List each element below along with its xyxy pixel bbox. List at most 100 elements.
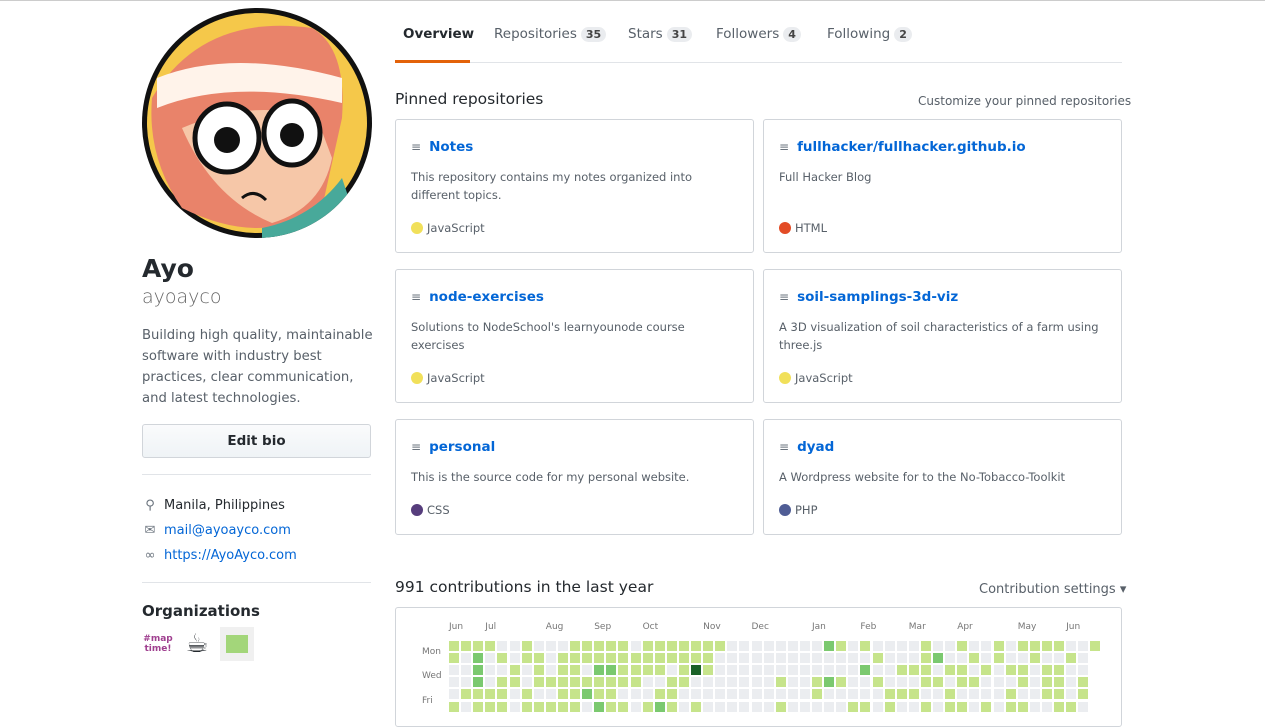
contribution-day[interactable] bbox=[582, 689, 593, 700]
contribution-day[interactable] bbox=[703, 653, 714, 664]
contribution-day[interactable] bbox=[1005, 689, 1016, 700]
contribution-day[interactable] bbox=[715, 641, 726, 651]
contribution-day[interactable] bbox=[1017, 677, 1028, 688]
contribution-day[interactable] bbox=[860, 641, 871, 651]
contribution-day[interactable] bbox=[908, 689, 919, 700]
contribution-day[interactable] bbox=[981, 641, 992, 651]
contribution-day[interactable] bbox=[751, 665, 762, 676]
contribution-day[interactable] bbox=[836, 689, 847, 700]
contribution-day[interactable] bbox=[860, 701, 871, 712]
tab-stars[interactable]: Stars 31 bbox=[628, 26, 693, 42]
contribution-day[interactable] bbox=[957, 677, 968, 688]
contribution-day[interactable] bbox=[1029, 641, 1040, 651]
contribution-day[interactable] bbox=[497, 701, 508, 712]
contribution-day[interactable] bbox=[933, 665, 943, 676]
contribution-day[interactable] bbox=[557, 677, 568, 688]
contribution-day[interactable] bbox=[884, 677, 895, 688]
contribution-day[interactable] bbox=[473, 701, 484, 712]
contribution-day[interactable] bbox=[570, 665, 580, 676]
contribution-day[interactable] bbox=[896, 701, 907, 712]
contribution-day[interactable] bbox=[824, 677, 835, 688]
contribution-day[interactable] bbox=[981, 677, 992, 688]
contribution-day[interactable] bbox=[1005, 701, 1016, 712]
contribution-day[interactable] bbox=[630, 665, 641, 676]
contribution-day[interactable] bbox=[570, 689, 580, 700]
contribution-day[interactable] bbox=[678, 641, 689, 651]
contribution-day[interactable] bbox=[872, 653, 883, 664]
contribution-day[interactable] bbox=[933, 641, 943, 651]
contribution-day[interactable] bbox=[594, 701, 605, 712]
contribution-day[interactable] bbox=[824, 653, 835, 664]
repo-name-link[interactable]: personal bbox=[429, 439, 496, 455]
contribution-day[interactable] bbox=[630, 689, 641, 700]
email-link[interactable]: mail@ayoayco.com bbox=[164, 523, 291, 538]
contribution-day[interactable] bbox=[1054, 653, 1064, 664]
contribution-day[interactable] bbox=[860, 665, 871, 676]
repo-name-link[interactable]: Notes bbox=[429, 139, 474, 155]
contribution-day[interactable] bbox=[872, 641, 883, 651]
contribution-day[interactable] bbox=[509, 701, 520, 712]
contribution-day[interactable] bbox=[570, 677, 580, 688]
contribution-day[interactable] bbox=[739, 701, 750, 712]
contribution-day[interactable] bbox=[848, 641, 859, 651]
contribution-day[interactable] bbox=[509, 665, 520, 676]
contribution-day[interactable] bbox=[485, 665, 496, 676]
contribution-day[interactable] bbox=[461, 641, 472, 651]
contribution-day[interactable] bbox=[521, 653, 532, 664]
contribution-day[interactable] bbox=[1029, 677, 1040, 688]
contribution-day[interactable] bbox=[521, 689, 532, 700]
contribution-day[interactable] bbox=[775, 641, 786, 651]
contribution-day[interactable] bbox=[957, 653, 968, 664]
contribution-day[interactable] bbox=[1054, 701, 1064, 712]
contribution-day[interactable] bbox=[812, 677, 822, 688]
contribution-day[interactable] bbox=[666, 665, 677, 676]
contribution-day[interactable] bbox=[618, 665, 629, 676]
contribution-day[interactable] bbox=[763, 665, 774, 676]
contribution-day[interactable] bbox=[582, 653, 593, 664]
contribution-day[interactable] bbox=[969, 665, 980, 676]
contribution-day[interactable] bbox=[787, 677, 798, 688]
contribution-day[interactable] bbox=[678, 689, 689, 700]
contribution-day[interactable] bbox=[969, 701, 980, 712]
contribution-day[interactable] bbox=[945, 701, 956, 712]
contribution-day[interactable] bbox=[848, 701, 859, 712]
contribution-day[interactable] bbox=[582, 641, 593, 651]
contribution-day[interactable] bbox=[497, 677, 508, 688]
contribution-day[interactable] bbox=[920, 677, 931, 688]
contribution-day[interactable] bbox=[751, 653, 762, 664]
contribution-day[interactable] bbox=[1041, 689, 1052, 700]
contribution-day[interactable] bbox=[739, 665, 750, 676]
contribution-day[interactable] bbox=[703, 689, 714, 700]
contribution-day[interactable] bbox=[957, 641, 968, 651]
tab-overview[interactable]: Overview bbox=[403, 26, 474, 42]
contribution-day[interactable] bbox=[606, 665, 617, 676]
contribution-day[interactable] bbox=[473, 677, 484, 688]
contribution-day[interactable] bbox=[461, 701, 472, 712]
contribution-day[interactable] bbox=[1078, 701, 1089, 712]
contribution-day[interactable] bbox=[751, 641, 762, 651]
contribution-day[interactable] bbox=[521, 641, 532, 651]
contribution-day[interactable] bbox=[642, 689, 653, 700]
contribution-day[interactable] bbox=[727, 641, 738, 651]
contribution-day[interactable] bbox=[606, 701, 617, 712]
contribution-day[interactable] bbox=[727, 653, 738, 664]
contribution-day[interactable] bbox=[727, 689, 738, 700]
contribution-day[interactable] bbox=[449, 689, 459, 700]
contribution-day[interactable] bbox=[666, 677, 677, 688]
contribution-day[interactable] bbox=[691, 677, 701, 688]
contribution-day[interactable] bbox=[775, 653, 786, 664]
contribution-day[interactable] bbox=[969, 641, 980, 651]
contribution-day[interactable] bbox=[654, 641, 665, 651]
contribution-day[interactable] bbox=[884, 701, 895, 712]
contribution-day[interactable] bbox=[908, 653, 919, 664]
contribution-day[interactable] bbox=[473, 665, 484, 676]
contribution-day[interactable] bbox=[521, 701, 532, 712]
contribution-day[interactable] bbox=[824, 641, 835, 651]
contribution-day[interactable] bbox=[533, 701, 544, 712]
contribution-day[interactable] bbox=[557, 653, 568, 664]
contribution-day[interactable] bbox=[509, 641, 520, 651]
contribution-day[interactable] bbox=[1066, 701, 1077, 712]
contribution-day[interactable] bbox=[654, 665, 665, 676]
contribution-day[interactable] bbox=[896, 677, 907, 688]
contribution-day[interactable] bbox=[787, 701, 798, 712]
